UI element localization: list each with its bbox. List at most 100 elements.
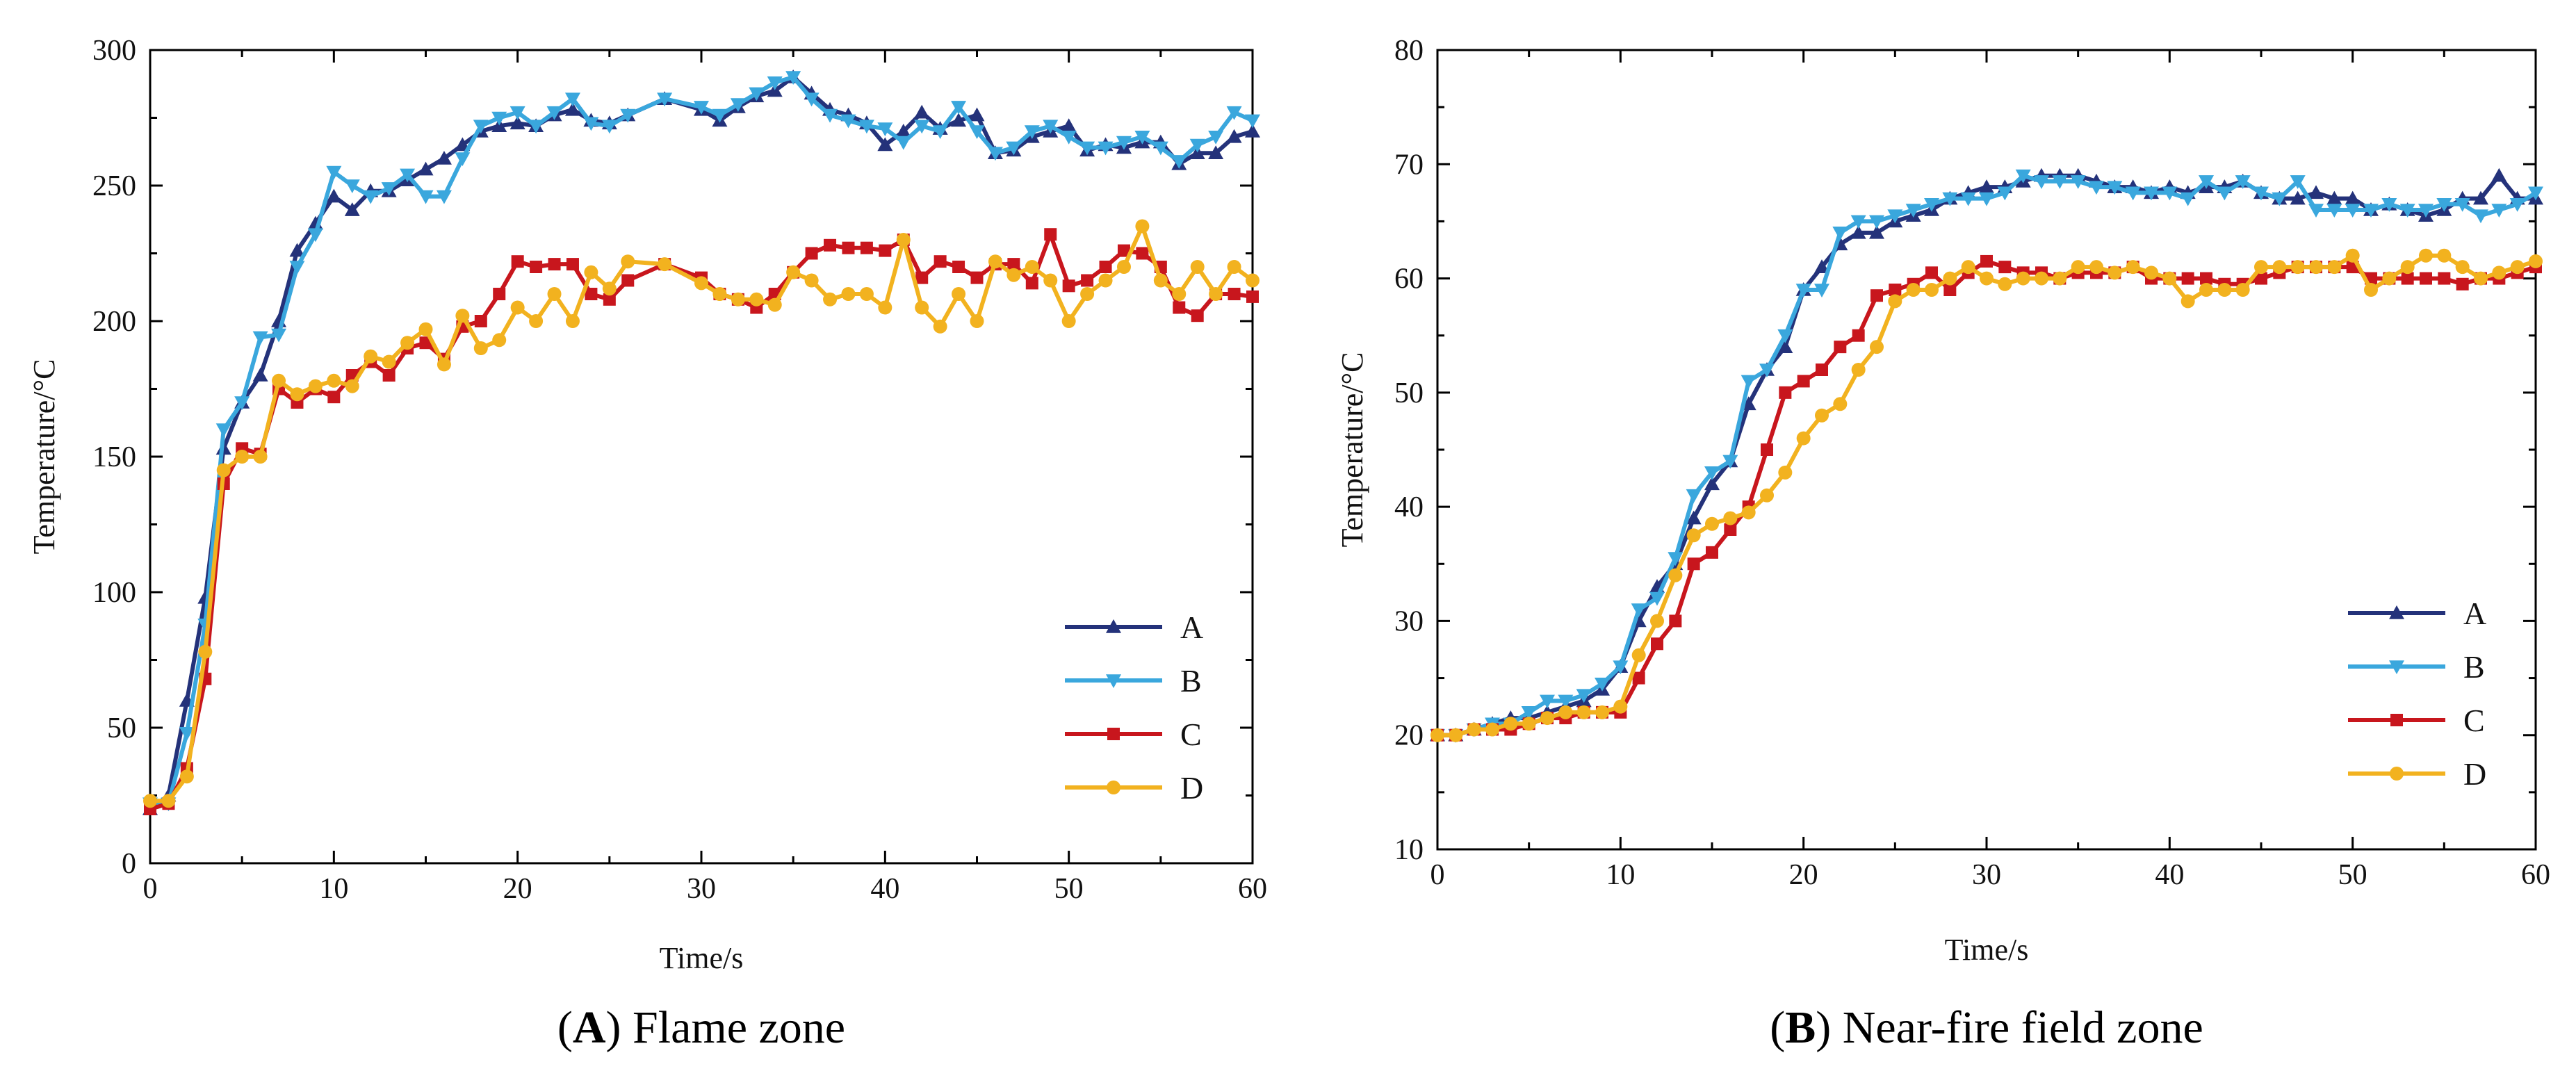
- series-d-point: [2053, 271, 2067, 286]
- series-d-point: [2162, 271, 2177, 286]
- series-d-point: [1925, 283, 1939, 297]
- series-b-point: [436, 190, 452, 204]
- series-b-point: [767, 76, 783, 90]
- x-tick-label: 60: [2521, 859, 2550, 891]
- series-d-point: [988, 254, 1002, 269]
- series-a-point: [969, 107, 985, 122]
- series-d-point: [400, 336, 415, 350]
- series-b-point: [749, 87, 765, 101]
- series-b-point: [491, 111, 507, 126]
- y-tick-label: 100: [92, 577, 136, 609]
- series-d-point: [694, 276, 708, 291]
- series-c-point: [2401, 272, 2414, 285]
- series-d-point: [1227, 260, 1241, 274]
- series-b-point: [1116, 136, 1132, 150]
- series-c-point: [1797, 375, 1810, 388]
- series-d-point: [2309, 260, 2323, 275]
- series-c-point: [1062, 279, 1075, 293]
- x-tick-label: 10: [319, 873, 348, 905]
- legend-label: D: [2463, 756, 2486, 792]
- series-d-point: [308, 379, 323, 393]
- series-b-point: [657, 92, 673, 107]
- series-c-point: [952, 261, 965, 273]
- series-d-point: [1006, 268, 1021, 282]
- series-d-point: [510, 300, 525, 315]
- series-a-point: [1704, 476, 1720, 491]
- series-a-point: [2326, 190, 2342, 205]
- series-d-point: [216, 463, 231, 477]
- series-d-point: [1870, 340, 1884, 354]
- series-b-point: [1208, 131, 1224, 145]
- series-d-point: [2492, 266, 2506, 280]
- series-d-point: [712, 287, 727, 301]
- y-tick-label: 250: [92, 170, 136, 202]
- series-a-point: [2491, 168, 2507, 182]
- x-tick-label: 50: [1054, 873, 1084, 905]
- series-d-point: [1686, 528, 1701, 543]
- series-d-point: [2108, 266, 2122, 280]
- series-b-point: [400, 168, 416, 183]
- y-tick-label: 80: [1394, 35, 1424, 67]
- series-d-point: [1705, 516, 1719, 531]
- series-c-point: [970, 271, 984, 284]
- series-b-point: [1960, 192, 1976, 206]
- legend-item-c: C: [1065, 717, 1202, 752]
- series-d-point: [455, 309, 470, 323]
- legend-marker: [1106, 619, 1121, 633]
- series-b-point: [2015, 169, 2031, 183]
- legend-marker: [2389, 660, 2404, 674]
- series-d-point: [970, 314, 984, 328]
- series-d-point: [2180, 294, 2195, 309]
- series-a-point: [510, 115, 525, 130]
- legend-label: B: [1180, 663, 1202, 699]
- series-a-point: [1979, 179, 1994, 193]
- series-b-point: [1722, 455, 1738, 469]
- series-d-point: [235, 450, 250, 464]
- caption-letter: A: [573, 1002, 606, 1053]
- caption-text: ) Near-fire field zone: [1816, 1002, 2203, 1053]
- series-a-point: [2345, 190, 2361, 205]
- series-d-point: [1430, 728, 1444, 742]
- series-d-point: [2382, 271, 2397, 286]
- series-a-point: [1850, 224, 1866, 239]
- series-d-point: [2035, 271, 2048, 286]
- series-d-point: [1778, 465, 1793, 480]
- caption-letter: B: [1785, 1002, 1816, 1053]
- series-c-point: [1173, 301, 1186, 314]
- series-d-point: [2089, 260, 2103, 275]
- series-a-point: [436, 151, 452, 165]
- series-b-point: [1245, 114, 1260, 129]
- legend-item-a: A: [1065, 610, 1203, 645]
- series-b-point: [620, 108, 636, 123]
- series-c-point: [1687, 557, 1700, 571]
- series-d-point: [896, 233, 911, 247]
- caption-text: ) Flame zone: [606, 1002, 846, 1053]
- series-c-point: [1980, 254, 1993, 268]
- series-b-point: [2345, 204, 2361, 218]
- series-b-point: [969, 125, 985, 139]
- series-b-point: [2070, 175, 2086, 189]
- series-a-point: [1208, 145, 1224, 159]
- series-c-point: [1706, 546, 1718, 559]
- series-d-point: [1098, 273, 1113, 288]
- series-a-point: [1686, 510, 1702, 525]
- series-d-point: [1576, 705, 1591, 719]
- series-b-point: [858, 120, 874, 134]
- series-d-point: [565, 314, 580, 328]
- x-tick-label: 30: [687, 873, 716, 905]
- series-c-point: [1632, 671, 1645, 685]
- series-c-point: [860, 241, 873, 254]
- y-tick-label: 20: [1394, 720, 1424, 752]
- series-b-point: [455, 152, 471, 166]
- series-b-point: [2089, 181, 2104, 195]
- series-d-point: [1043, 273, 1058, 288]
- y-axis-title: Temperature/°C: [1335, 352, 1369, 548]
- series-c-point: [603, 293, 616, 306]
- series-d-point: [1190, 260, 1205, 274]
- series-d-point: [1760, 488, 1774, 503]
- series-b-point: [564, 92, 580, 107]
- series-c-point: [585, 288, 598, 300]
- legend-marker: [2390, 714, 2403, 726]
